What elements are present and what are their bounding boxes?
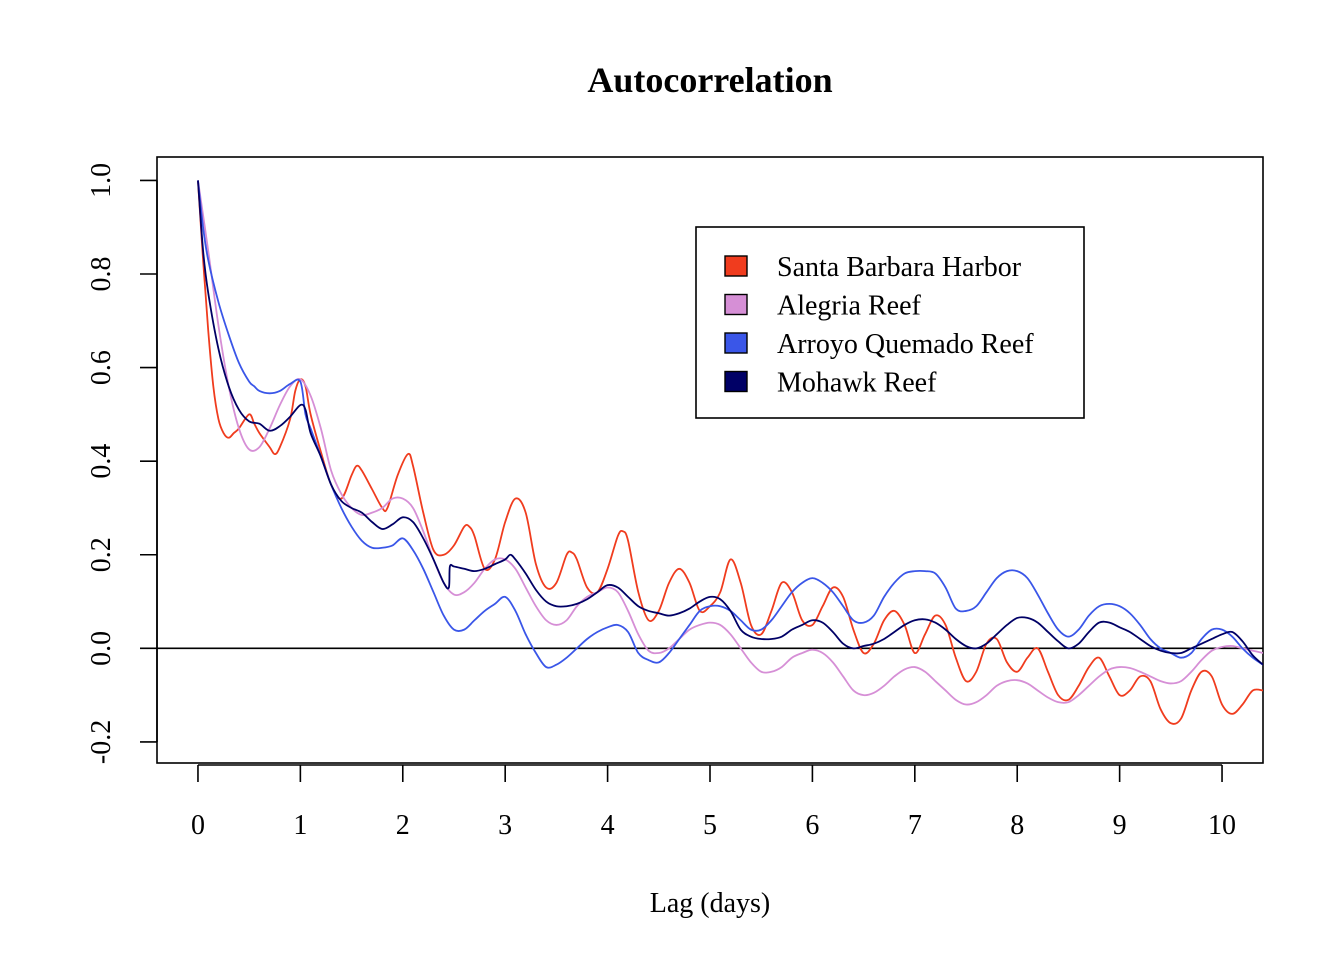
y-tick-label: 1.0 — [86, 163, 117, 198]
x-axis-label: Lag (days) — [650, 888, 771, 919]
legend-label: Arroyo Quemado Reef — [777, 329, 1034, 360]
legend-box — [695, 226, 1085, 419]
legend-swatch — [724, 255, 748, 277]
legend-items: Santa Barbara Harbor Alegria Reef Arroyo Q… — [724, 252, 1034, 399]
x-tick-label: 9 — [1113, 810, 1127, 841]
x-tick-label: 4 — [601, 810, 615, 841]
series-line-alegria-reef — [197, 180, 1263, 706]
x-tick-label: 6 — [805, 810, 819, 841]
x-tick-label: 0 — [191, 810, 205, 841]
series-line-santa-barbara-harbor — [197, 180, 1263, 725]
chart-title: Autocorrelation — [587, 60, 832, 100]
x-tick-label: 5 — [703, 810, 717, 841]
x-tick-label: 7 — [908, 810, 922, 841]
x-tick-label: 8 — [1010, 810, 1024, 841]
x-tick-label: 1 — [293, 810, 307, 841]
series-group — [197, 180, 1263, 725]
legend-swatch — [724, 370, 748, 393]
x-tick-label: 10 — [1208, 810, 1236, 841]
x-axis: 0 1 2 3 4 5 6 7 8 9 10 — [191, 764, 1236, 841]
y-axis: -0.2 0.0 0.2 0.4 0.6 0.8 1.0 — [86, 163, 158, 764]
y-tick-label: 0.0 — [86, 631, 117, 666]
y-tick-label: 0.2 — [86, 537, 117, 572]
legend-label: Mohawk Reef — [777, 368, 937, 399]
legend-swatch — [724, 332, 748, 354]
legend-label: Santa Barbara Harbor — [777, 252, 1022, 283]
y-tick-label: 0.8 — [86, 256, 117, 291]
y-tick-label: 0.6 — [86, 350, 117, 385]
legend-swatch — [724, 293, 748, 316]
x-tick-label: 2 — [396, 810, 410, 841]
legend-label: Alegria Reef — [777, 291, 921, 322]
legend: Santa Barbara Harbor Alegria Reef Arroyo Q… — [695, 226, 1085, 419]
y-tick-label: 0.4 — [86, 444, 117, 479]
series-line-mohawk-reef — [197, 180, 1263, 666]
series-line-arroyo-quemado-reef — [197, 180, 1263, 669]
y-tick-label: -0.2 — [86, 720, 117, 764]
x-tick-label: 3 — [498, 810, 512, 841]
